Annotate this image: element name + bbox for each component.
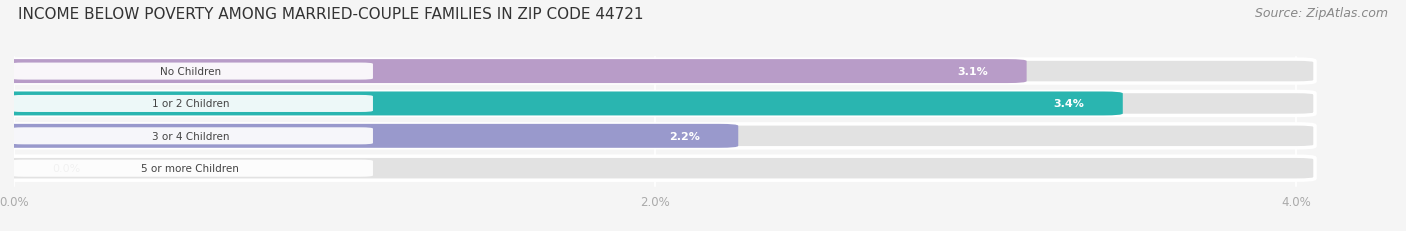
Text: 1 or 2 Children: 1 or 2 Children [152, 99, 229, 109]
FancyBboxPatch shape [11, 63, 373, 80]
FancyBboxPatch shape [0, 157, 1315, 180]
FancyBboxPatch shape [11, 96, 373, 112]
Text: 3 or 4 Children: 3 or 4 Children [152, 131, 229, 141]
Text: No Children: No Children [160, 67, 221, 77]
FancyBboxPatch shape [11, 128, 373, 145]
Text: 3.4%: 3.4% [1053, 99, 1084, 109]
FancyBboxPatch shape [0, 92, 1315, 116]
FancyBboxPatch shape [0, 60, 1026, 84]
Text: 0.0%: 0.0% [52, 164, 80, 173]
FancyBboxPatch shape [0, 60, 1315, 84]
Text: 2.2%: 2.2% [669, 131, 700, 141]
Text: 3.1%: 3.1% [957, 67, 988, 77]
FancyBboxPatch shape [0, 92, 1123, 116]
FancyBboxPatch shape [0, 124, 1315, 148]
FancyBboxPatch shape [0, 124, 738, 148]
Text: Source: ZipAtlas.com: Source: ZipAtlas.com [1254, 7, 1388, 20]
Text: INCOME BELOW POVERTY AMONG MARRIED-COUPLE FAMILIES IN ZIP CODE 44721: INCOME BELOW POVERTY AMONG MARRIED-COUPL… [18, 7, 644, 22]
FancyBboxPatch shape [11, 160, 373, 177]
Text: 5 or more Children: 5 or more Children [142, 164, 239, 173]
